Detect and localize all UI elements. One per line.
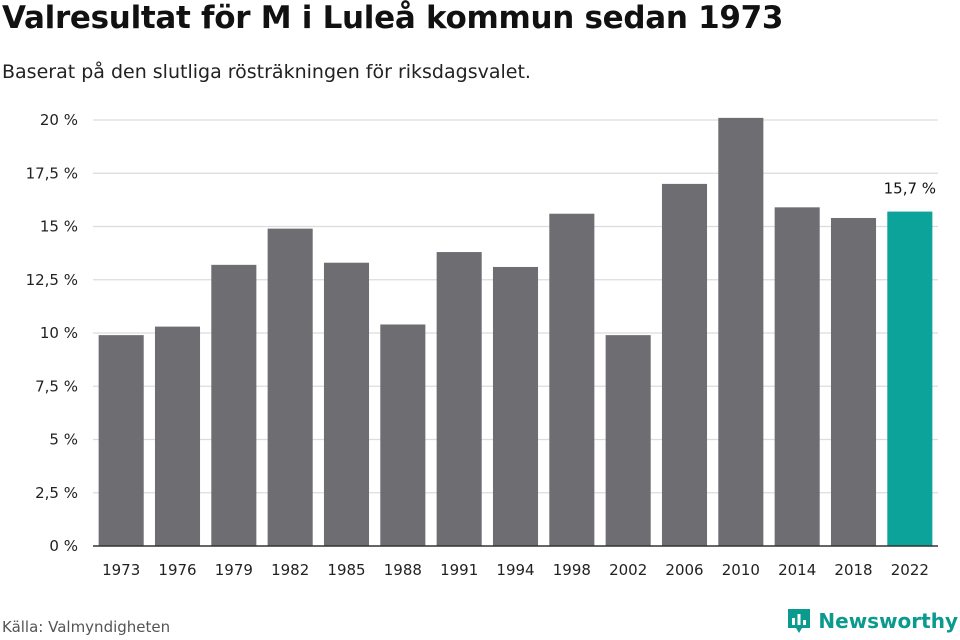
bar-chart-logo-icon <box>788 609 811 633</box>
x-tick-label: 1979 <box>215 561 253 579</box>
newsworthy-logo: Newsworthy <box>786 607 958 635</box>
bar-2022 <box>887 211 933 546</box>
x-tick-label: 1976 <box>158 561 196 579</box>
bar-1994 <box>492 266 539 546</box>
x-axis-labels: 1973 1976 1979 1982 1985 1988 1991 1994 1998 2002… <box>102 561 929 579</box>
x-tick-label: 1991 <box>440 561 478 579</box>
bar-2018 <box>830 217 877 547</box>
source-note: Källa: Valmyndigheten <box>2 618 171 636</box>
bar-2010 <box>718 117 764 547</box>
bar-2014 <box>774 207 820 546</box>
x-tick-label: 1998 <box>553 561 591 579</box>
x-tick-label: 2010 <box>722 561 760 579</box>
bar-1982 <box>267 228 313 546</box>
x-tick-label: 1982 <box>271 561 309 579</box>
x-tick-label: 1985 <box>327 561 365 579</box>
y-tick-label: 2,5 % <box>35 484 78 502</box>
y-tick-label: 15 % <box>40 218 78 236</box>
chart-title: Valresultat för M i Luleå kommun sedan 1… <box>2 0 784 36</box>
bar-1991 <box>436 252 482 546</box>
bar-2006 <box>661 183 708 546</box>
bar-1976 <box>154 326 201 546</box>
bar-1973 <box>98 335 144 546</box>
x-tick-label: 2014 <box>778 561 816 579</box>
y-tick-label: 10 % <box>40 324 78 342</box>
y-tick-label: 17,5 % <box>26 164 78 182</box>
bar-chart: 0 % 2,5 % 5 % 7,5 % 10 % 12,5 % 15 % 17,5 % 20 %… <box>26 111 938 579</box>
data-label-2022: 15,7 % <box>884 180 936 198</box>
y-tick-label: 20 % <box>40 111 78 129</box>
bar-1988 <box>380 324 426 546</box>
x-tick-label: 1994 <box>496 561 534 579</box>
bar-1985 <box>323 262 370 546</box>
x-tick-label: 1973 <box>102 561 140 579</box>
y-tick-label: 0 % <box>49 537 78 555</box>
bars <box>98 117 933 547</box>
y-tick-label: 12,5 % <box>26 271 78 289</box>
y-tick-label: 5 % <box>49 431 78 449</box>
bar-1998 <box>549 213 595 546</box>
x-tick-label: 2018 <box>834 561 872 579</box>
y-tick-label: 7,5 % <box>35 377 78 395</box>
y-axis-labels: 0 % 2,5 % 5 % 7,5 % 10 % 12,5 % 15 % 17,5 % 20 % <box>26 111 78 555</box>
x-tick-label: 2022 <box>891 561 929 579</box>
x-tick-label: 2002 <box>609 561 647 579</box>
bar-1979 <box>211 264 257 546</box>
bar-2002 <box>605 335 651 546</box>
x-tick-label: 1988 <box>384 561 422 579</box>
brand-name: Newsworthy <box>818 609 958 633</box>
x-tick-label: 2006 <box>665 561 703 579</box>
chart-subtitle: Baserat på den slutliga rösträkningen fö… <box>2 61 531 83</box>
